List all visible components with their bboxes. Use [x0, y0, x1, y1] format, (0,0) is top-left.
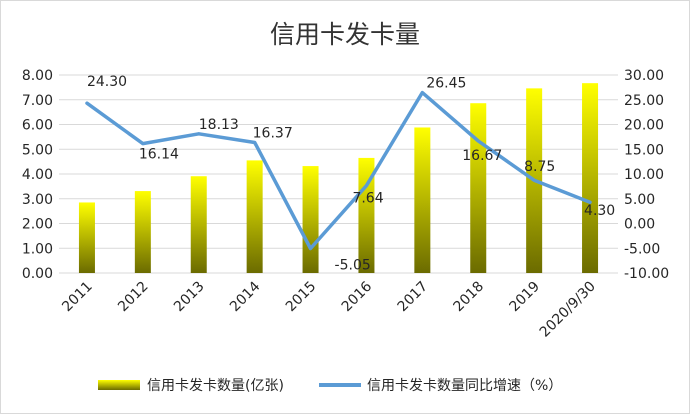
y-right-tick-label: 25.00: [624, 93, 664, 109]
y-left-tick-label: 2.00: [22, 217, 53, 233]
bar: [246, 160, 263, 273]
x-tick-label: 2012: [115, 279, 152, 316]
y-right-tick-label: 30.00: [624, 68, 664, 84]
line-data-label: 7.64: [352, 191, 383, 207]
y-left-tick-label: 5.00: [22, 142, 53, 158]
x-tick-label: 2014: [227, 278, 264, 315]
y-right-tick-label: 0.00: [624, 217, 655, 233]
x-tick-label: 2019: [506, 279, 543, 316]
y-right-tick-label: 5.00: [624, 192, 655, 208]
y-left-tick-label: 8.00: [22, 68, 53, 84]
x-tick-label: 2018: [451, 279, 488, 316]
bar: [414, 127, 431, 273]
y-right-tick-label: -10.00: [624, 266, 669, 282]
growth-rate-line: [85, 90, 592, 251]
y-left-tick-label: 3.00: [22, 192, 53, 208]
line-data-label: 18.13: [199, 117, 239, 133]
y-right-tick-label: 15.00: [624, 142, 664, 158]
bar: [582, 83, 599, 273]
x-tick-label: 2016: [339, 278, 376, 315]
line-data-label: -5.05: [335, 257, 371, 273]
y-left-tick-label: 6.00: [22, 118, 53, 134]
x-tick-label: 2015: [283, 279, 320, 316]
x-tick-label: 2011: [59, 279, 96, 316]
bar: [302, 166, 319, 273]
legend-bar-label: 信用卡发卡数量(亿张): [147, 378, 284, 394]
line-data-label: 24.30: [87, 74, 127, 90]
bar: [470, 103, 487, 273]
bar: [134, 191, 151, 273]
bar: [78, 202, 95, 273]
y-left-tick-label: 0.00: [22, 266, 53, 282]
y-right-tick-label: 10.00: [624, 167, 664, 183]
line-data-label: 4.30: [584, 203, 615, 219]
line-data-label: 16.67: [462, 148, 502, 164]
legend: 信用卡发卡数量(亿张) 信用卡发卡数量同比增速（%）: [98, 378, 562, 394]
legend-line-label: 信用卡发卡数量同比增速（%）: [367, 378, 562, 394]
line-data-label: 26.45: [426, 76, 466, 92]
legend-bar-swatch: [98, 380, 140, 390]
x-tick-label: 2013: [171, 279, 208, 316]
y-left-tick-label: 1.00: [22, 241, 53, 257]
bar-series: [78, 83, 599, 274]
y-right-tick-label: 20.00: [624, 118, 664, 134]
data-labels: 24.30 16.14 18.13 16.37 -5.05 7.64 26.45 16.67 8…: [87, 74, 615, 273]
chart-title: 信用卡发卡量: [270, 20, 420, 49]
y-left-tick-label: 4.00: [22, 167, 53, 183]
line-data-label: 16.14: [139, 147, 179, 163]
x-tick-label: 2020/9/30: [537, 279, 599, 341]
x-tick-label: 2017: [395, 279, 432, 316]
line-data-label: 16.37: [253, 125, 293, 141]
line-data-label: 8.75: [524, 159, 555, 175]
y-left-tick-label: 7.00: [22, 93, 53, 109]
line-series: [85, 90, 592, 251]
gridlines: [59, 74, 618, 274]
bar: [358, 157, 375, 273]
y-right-tick-label: -5.00: [624, 241, 660, 257]
axes: 0.00 1.00 2.00 3.00 4.00 5.00 6.00 7.00 8.00 -10.…: [22, 68, 669, 341]
bar: [190, 176, 207, 273]
